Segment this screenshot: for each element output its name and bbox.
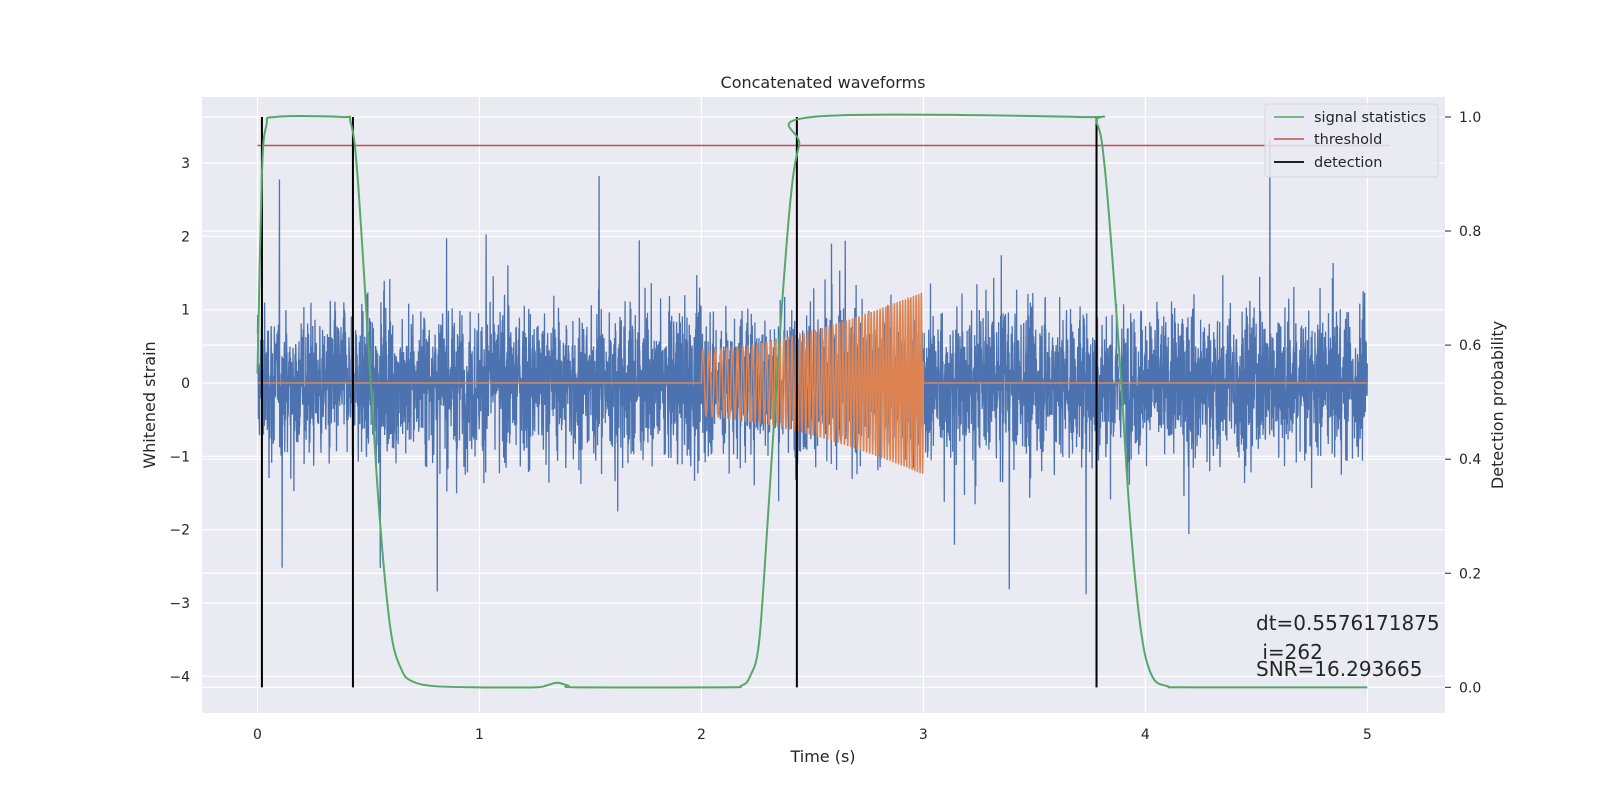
- x-tick-label: 2: [697, 727, 706, 743]
- y-ticks: −4 −3 −2 −1 0 1 2 3: [169, 156, 190, 685]
- y-ticks-right: 0.0 0.2 0.4 0.6 0.8 1.0: [1445, 110, 1481, 696]
- y-tick-label: −1: [169, 449, 190, 465]
- legend-label-signal-statistics: signal statistics: [1314, 110, 1426, 126]
- x-tick-label: 1: [475, 727, 484, 743]
- x-axis-label: Time (s): [789, 747, 855, 766]
- y-right-tick-label: 1.0: [1459, 110, 1481, 126]
- series-layer: [256, 113, 1390, 689]
- chart-title: Concatenated waveforms: [721, 73, 926, 92]
- legend-label-threshold: threshold: [1314, 132, 1382, 148]
- y-right-tick-label: 0.0: [1459, 680, 1481, 696]
- y-tick-label: −3: [169, 596, 190, 612]
- x-tick-label: 5: [1363, 727, 1372, 743]
- legend: signal statistics threshold detection: [1264, 103, 1439, 178]
- y-right-tick-label: 0.8: [1459, 224, 1481, 240]
- y-tick-label: 2: [181, 229, 190, 245]
- y-tick-label: 1: [181, 303, 190, 319]
- y-right-tick-label: 0.2: [1459, 566, 1481, 582]
- annotation-snr: SNR=16.293665: [1256, 657, 1422, 681]
- legend-label-detection: detection: [1314, 155, 1382, 171]
- series-signal-statistics-line: [256, 113, 1368, 689]
- x-tick-label: 0: [253, 727, 262, 743]
- annotation-dt: dt=0.5576171875: [1256, 611, 1440, 635]
- legend-box: [1264, 103, 1439, 178]
- y-tick-label: 3: [181, 156, 190, 172]
- x-tick-label: 4: [1141, 727, 1150, 743]
- y-right-tick-label: 0.4: [1459, 452, 1481, 468]
- y-axis-label: Whitened strain: [140, 341, 159, 468]
- y-axis-right-label: Detection probability: [1488, 321, 1507, 489]
- x-tick-label: 3: [919, 727, 928, 743]
- annotation-i: i=262: [1256, 640, 1323, 664]
- y-right-tick-label: 0.6: [1459, 338, 1481, 354]
- y-tick-label: 0: [181, 376, 190, 392]
- annotations: dt=0.5576171875 i=262 SNR=16.293665: [1256, 611, 1440, 681]
- y-tick-label: −2: [169, 523, 190, 539]
- y-tick-label: −4: [169, 669, 190, 685]
- x-ticks: 0 1 2 3 4 5: [253, 727, 1372, 743]
- series-template-chirp-line: [257, 292, 1368, 474]
